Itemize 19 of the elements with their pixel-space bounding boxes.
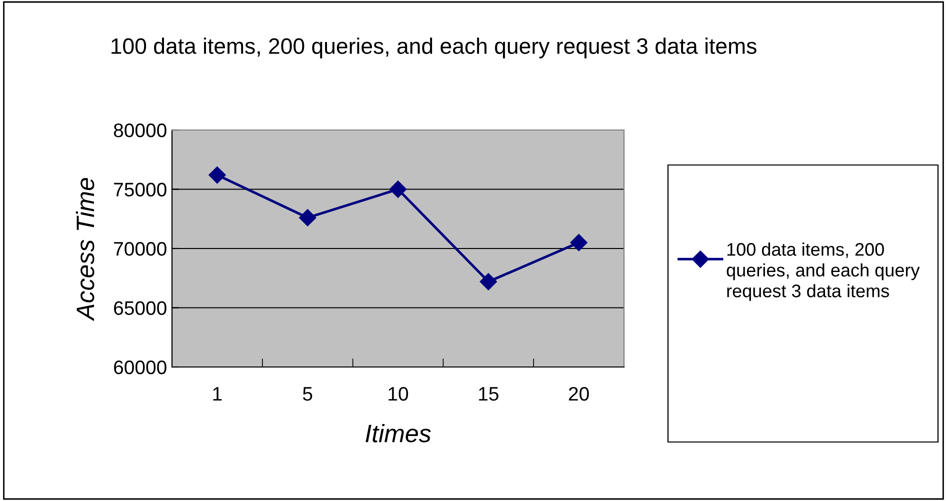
legend-label: 100 data items, 200 queries, and each query request 3 data items [726,242,920,301]
point [299,209,316,226]
point [208,166,226,184]
point [389,180,407,198]
y-tick-label: 70000 [114,242,166,256]
point [480,273,497,290]
x-tick-label: 1 [213,387,222,401]
x-tick-label: 20 [568,386,589,401]
y-tick-label: 80000 [114,123,166,138]
x-tick-label: 15 [479,387,498,401]
point [570,234,588,252]
y-tick-label: 60000 [114,360,166,374]
chart-title: 100 data items, 200 queries, and each query request 3 data items [112,38,756,58]
x-tick-label: 5 [302,387,312,401]
y-tick-label: 75000 [114,182,166,196]
x-axis-title: Itimes [366,424,431,442]
y-tick-label: 65000 [114,301,166,315]
y-axis-title: Access Time [76,178,94,322]
x-tick-label: 10 [388,386,408,401]
